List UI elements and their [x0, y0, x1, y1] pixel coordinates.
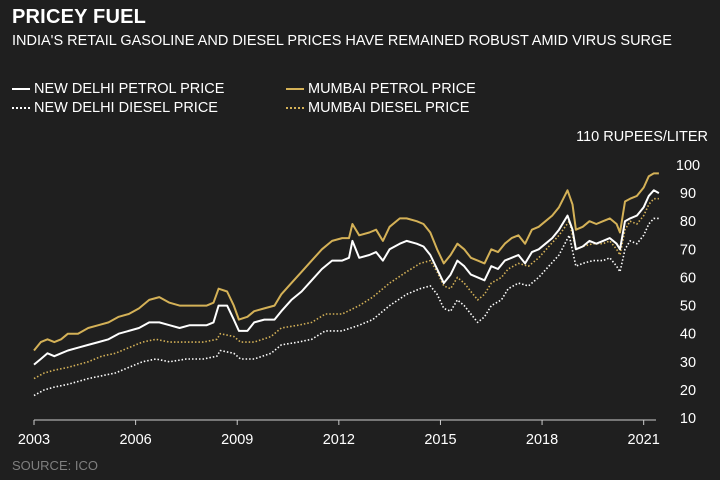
- y-tick-label: 10: [680, 411, 696, 427]
- legend-item-new-delhi-petrol: NEW DELHI PETROL PRICE: [12, 81, 224, 97]
- legend-item-mumbai-diesel: MUMBAI DIESEL PRICE: [286, 100, 469, 116]
- y-tick-label: 40: [680, 327, 696, 343]
- legend-label: MUMBAI DIESEL PRICE: [308, 100, 470, 116]
- source-note: SOURCE: ICO: [12, 458, 98, 473]
- legend-label: MUMBAI PETROL PRICE: [308, 81, 476, 97]
- y-axis-unit-label: 110 RUPEES/LITER: [576, 129, 708, 145]
- series-line-mumbai-petrol-price: [33, 172, 659, 352]
- chart-title: PRICEY FUEL: [12, 6, 147, 28]
- chart-subtitle: INDIA'S RETAIL GASOLINE AND DIESEL PRICE…: [12, 33, 672, 49]
- y-tick-label: 50: [680, 299, 696, 315]
- y-tick-label: 80: [680, 214, 696, 230]
- legend-item-new-delhi-diesel: NEW DELHI DIESEL PRICE: [12, 100, 218, 116]
- x-tick-label: 2015: [424, 432, 456, 448]
- y-tick-label: 90: [680, 186, 696, 202]
- x-tick-label: 2003: [18, 432, 50, 448]
- y-tick-label: 70: [680, 242, 696, 258]
- legend-swatch-dotted-white: [12, 107, 30, 109]
- legend-label: NEW DELHI PETROL PRICE: [34, 81, 225, 97]
- x-tick-label: 2012: [323, 432, 355, 448]
- series-line-new-delhi-diesel-price: [33, 217, 659, 397]
- y-tick-label: 20: [680, 383, 696, 399]
- x-tick-label: 2009: [221, 432, 253, 448]
- series-line-new-delhi-petrol-price: [33, 189, 660, 366]
- legend-item-mumbai-petrol: MUMBAI PETROL PRICE: [286, 81, 476, 97]
- series-line-mumbai-diesel-price: [33, 197, 659, 380]
- legend-label: NEW DELHI DIESEL PRICE: [34, 100, 218, 116]
- x-tick-label: 2018: [526, 432, 558, 448]
- y-tick-label: 60: [680, 270, 696, 286]
- legend-swatch-solid-gold: [286, 88, 304, 90]
- y-tick-label: 100: [676, 158, 700, 174]
- legend-swatch-solid-white: [12, 88, 30, 90]
- x-tick-label: 2006: [119, 432, 151, 448]
- y-tick-label: 30: [680, 355, 696, 371]
- x-tick-label: 2021: [628, 432, 660, 448]
- legend-swatch-dotted-gold: [286, 107, 304, 109]
